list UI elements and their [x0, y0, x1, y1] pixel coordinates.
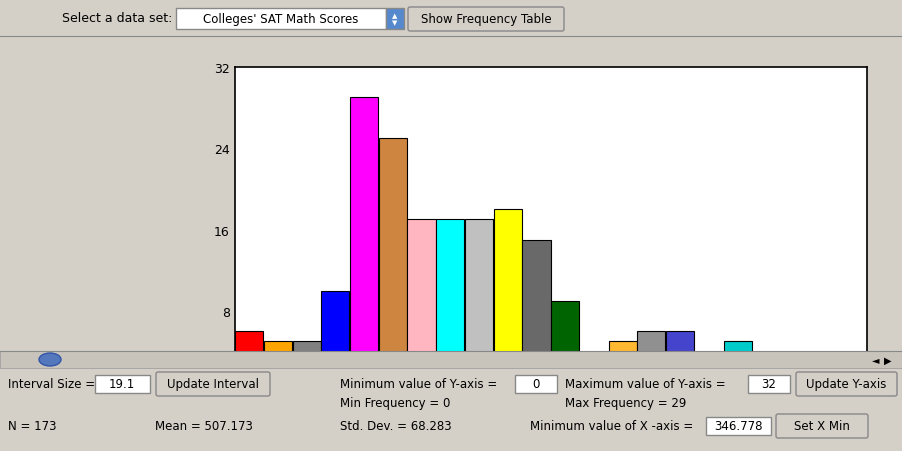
Bar: [514, 375, 557, 393]
Bar: [579, 362, 607, 392]
Bar: [321, 291, 349, 392]
Bar: [0, 0, 902, 37]
Text: 19.1: 19.1: [109, 377, 135, 391]
Text: Std. Dev. = 68.283: Std. Dev. = 68.283: [340, 419, 451, 433]
Bar: [0, 351, 902, 368]
Text: Minimum value of X -axis =: Minimum value of X -axis =: [529, 419, 693, 433]
FancyBboxPatch shape: [156, 372, 270, 396]
FancyBboxPatch shape: [408, 8, 564, 32]
Bar: [378, 139, 407, 392]
Bar: [694, 372, 723, 392]
Bar: [436, 220, 464, 392]
Bar: [747, 375, 789, 393]
Bar: [550, 301, 578, 392]
Bar: [95, 375, 150, 393]
Bar: [235, 331, 263, 392]
Text: Update Interval: Update Interval: [167, 377, 259, 391]
Bar: [176, 9, 385, 30]
Text: Max Frequency = 29: Max Frequency = 29: [565, 396, 686, 410]
Text: Mean = 507.173: Mean = 507.173: [155, 419, 253, 433]
Text: Interval Size =: Interval Size =: [8, 377, 95, 391]
Text: ▶: ▶: [883, 355, 891, 365]
Text: Select a data set:: Select a data set:: [61, 13, 171, 25]
Bar: [385, 9, 403, 30]
Text: Colleges' SAT Math Scores: Colleges' SAT Math Scores: [203, 14, 358, 27]
Bar: [465, 220, 492, 392]
Bar: [751, 362, 779, 392]
Bar: [0, 351, 902, 451]
Bar: [263, 342, 291, 392]
Bar: [666, 331, 694, 392]
Text: N = 173: N = 173: [8, 419, 57, 433]
Text: ▲
▼: ▲ ▼: [391, 14, 397, 27]
Text: 32: 32: [760, 377, 776, 391]
Text: 346.778: 346.778: [713, 419, 761, 433]
Bar: [493, 210, 521, 392]
X-axis label: Average SAT Math Score: Average SAT Math Score: [454, 416, 647, 430]
Text: Maximum value of Y-axis =: Maximum value of Y-axis =: [565, 377, 725, 391]
Text: Min Frequency = 0: Min Frequency = 0: [340, 396, 450, 410]
Ellipse shape: [39, 353, 61, 366]
Bar: [407, 220, 435, 392]
FancyBboxPatch shape: [796, 372, 896, 396]
Text: Minimum value of Y-axis =: Minimum value of Y-axis =: [340, 377, 497, 391]
Text: ◄: ◄: [871, 355, 879, 365]
Bar: [292, 342, 320, 392]
Bar: [350, 98, 378, 392]
FancyBboxPatch shape: [775, 414, 867, 438]
Bar: [637, 331, 665, 392]
Text: 0: 0: [531, 377, 539, 391]
Bar: [705, 417, 770, 435]
Text: Set X Min: Set X Min: [793, 419, 849, 433]
Bar: [608, 342, 636, 392]
Bar: [723, 342, 750, 392]
Text: Update Y-axis: Update Y-axis: [805, 377, 885, 391]
Bar: [521, 240, 550, 392]
Text: Show Frequency Table: Show Frequency Table: [420, 14, 551, 27]
